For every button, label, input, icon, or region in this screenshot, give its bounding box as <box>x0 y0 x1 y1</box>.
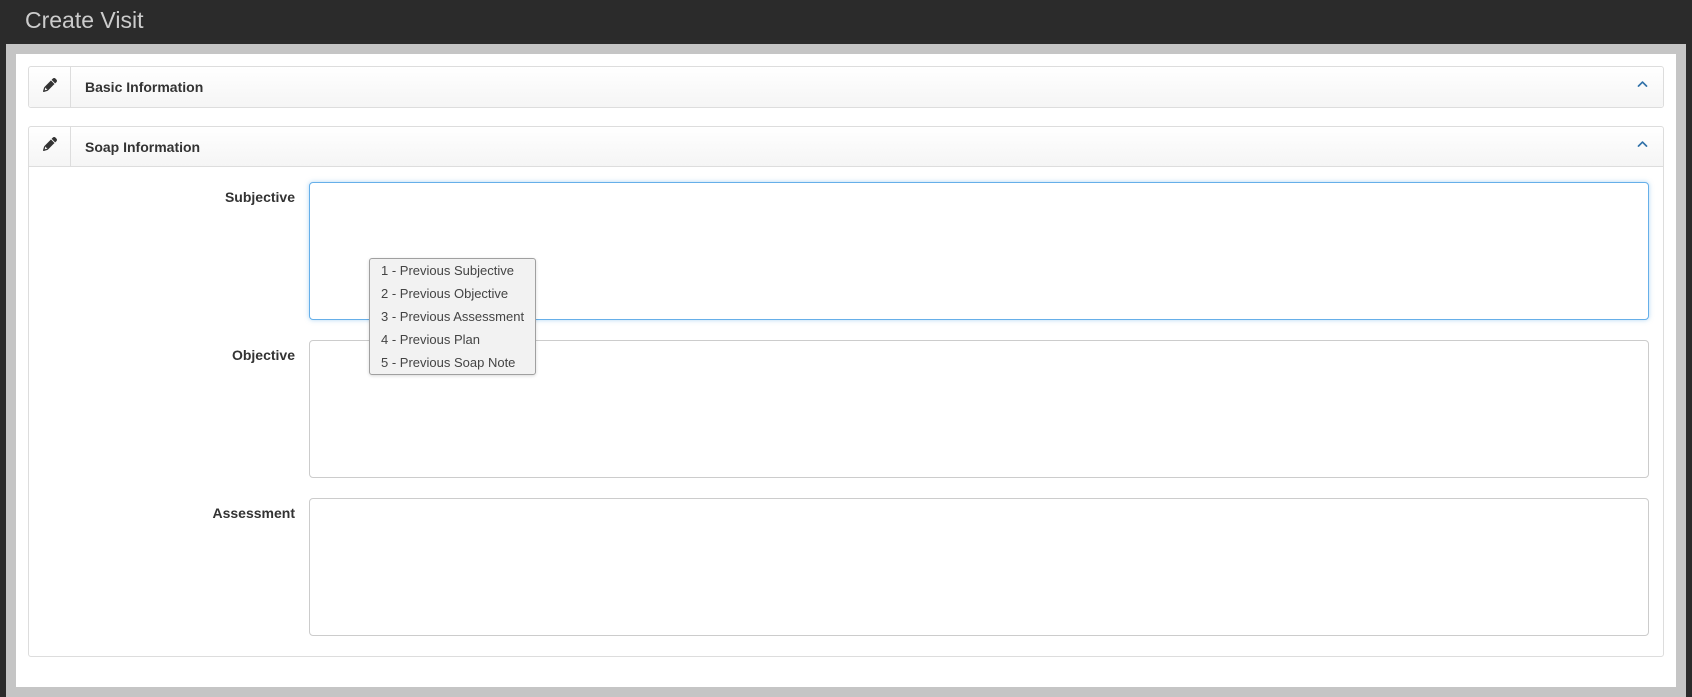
soap-information-title: Soap Information <box>71 139 1621 155</box>
edit-icon <box>43 137 57 156</box>
subjective-row: Subjective 1 - Previous Subjective 2 - P… <box>29 182 1663 325</box>
header-bar: Create Visit <box>0 0 1692 44</box>
context-menu-item-previous-plan[interactable]: 4 - Previous Plan <box>370 328 535 351</box>
assessment-row: Assessment <box>29 498 1663 641</box>
basic-information-collapse-button[interactable] <box>1621 67 1663 107</box>
content-container: Basic Information Soap Information <box>16 54 1676 687</box>
basic-information-panel-header[interactable]: Basic Information <box>29 67 1663 107</box>
objective-row: Objective <box>29 340 1663 483</box>
soap-information-panel: Soap Information Subjective 1 - Previous… <box>28 126 1664 657</box>
assessment-label: Assessment <box>29 498 309 521</box>
context-menu: 1 - Previous Subjective 2 - Previous Obj… <box>369 258 536 375</box>
chevron-up-icon <box>1636 78 1649 96</box>
edit-icon-box <box>29 127 71 166</box>
context-menu-item-previous-objective[interactable]: 2 - Previous Objective <box>370 282 535 305</box>
edit-icon-box <box>29 67 71 107</box>
context-menu-item-previous-subjective[interactable]: 1 - Previous Subjective <box>370 259 535 282</box>
objective-label: Objective <box>29 340 309 363</box>
page-title: Create Visit <box>25 7 1667 34</box>
basic-information-panel: Basic Information <box>28 66 1664 108</box>
chevron-up-icon <box>1636 138 1649 156</box>
subjective-label: Subjective <box>29 182 309 205</box>
assessment-input-wrap <box>309 498 1663 641</box>
basic-information-title: Basic Information <box>71 79 1621 95</box>
assessment-textarea[interactable] <box>309 498 1649 636</box>
outer-container: Basic Information Soap Information <box>6 44 1686 697</box>
edit-icon <box>43 78 57 97</box>
soap-information-body: Subjective 1 - Previous Subjective 2 - P… <box>29 167 1663 641</box>
context-menu-item-previous-assessment[interactable]: 3 - Previous Assessment <box>370 305 535 328</box>
soap-information-panel-header[interactable]: Soap Information <box>29 127 1663 167</box>
context-menu-item-previous-soap-note[interactable]: 5 - Previous Soap Note <box>370 351 535 374</box>
soap-information-collapse-button[interactable] <box>1621 127 1663 166</box>
